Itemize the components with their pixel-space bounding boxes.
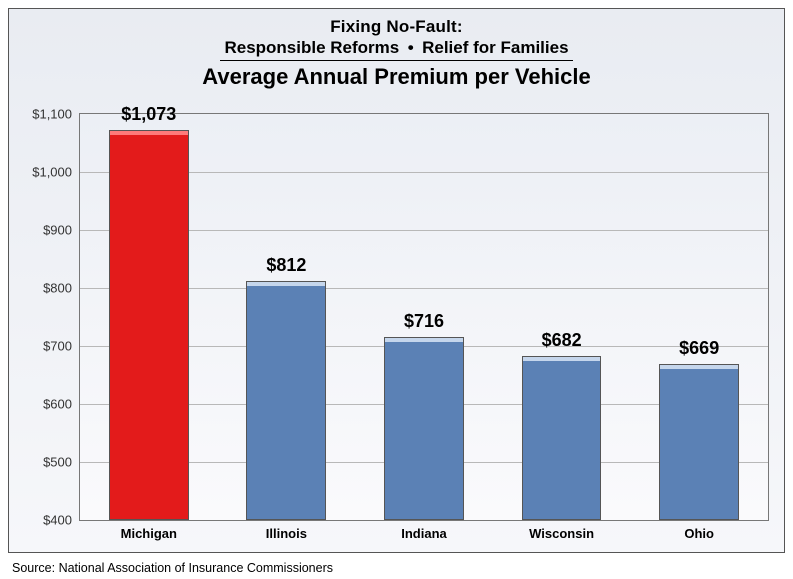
bar-value-label: $669 (629, 338, 769, 359)
source-line: Source: National Association of Insuranc… (12, 561, 333, 575)
y-axis-label: $900 (43, 223, 72, 238)
plot-area: $400$500$600$700$800$900$1,000$1,100$1,0… (79, 113, 769, 521)
title-line3: Average Annual Premium per Vehicle (9, 64, 784, 90)
bar-value-label: $716 (354, 311, 494, 332)
y-axis-label: $600 (43, 397, 72, 412)
chart-frame: Fixing No-Fault: Responsible Reforms • R… (8, 8, 785, 553)
x-axis-label: Indiana (354, 526, 494, 541)
x-axis-label: Ohio (629, 526, 769, 541)
bar-michigan (109, 130, 189, 520)
title-line2: Responsible Reforms • Relief for Familie… (9, 37, 784, 61)
bar-value-label: $682 (492, 330, 632, 351)
bar-wisconsin (522, 356, 602, 520)
bar-value-label: $1,073 (79, 104, 219, 125)
titles: Fixing No-Fault: Responsible Reforms • R… (9, 9, 784, 90)
bar-value-label: $812 (216, 255, 356, 276)
x-axis-label: Michigan (79, 526, 219, 541)
y-axis-label: $700 (43, 339, 72, 354)
y-axis-label: $500 (43, 455, 72, 470)
bar-indiana (384, 337, 464, 520)
y-axis-label: $800 (43, 281, 72, 296)
bar-illinois (246, 281, 326, 520)
y-axis-label: $1,100 (32, 107, 72, 122)
y-axis-label: $1,000 (32, 165, 72, 180)
y-axis-label: $400 (43, 513, 72, 528)
bar-ohio (659, 364, 739, 520)
x-axis-label: Wisconsin (492, 526, 632, 541)
x-axis-label: Illinois (216, 526, 356, 541)
title-line1: Fixing No-Fault: (9, 17, 784, 37)
